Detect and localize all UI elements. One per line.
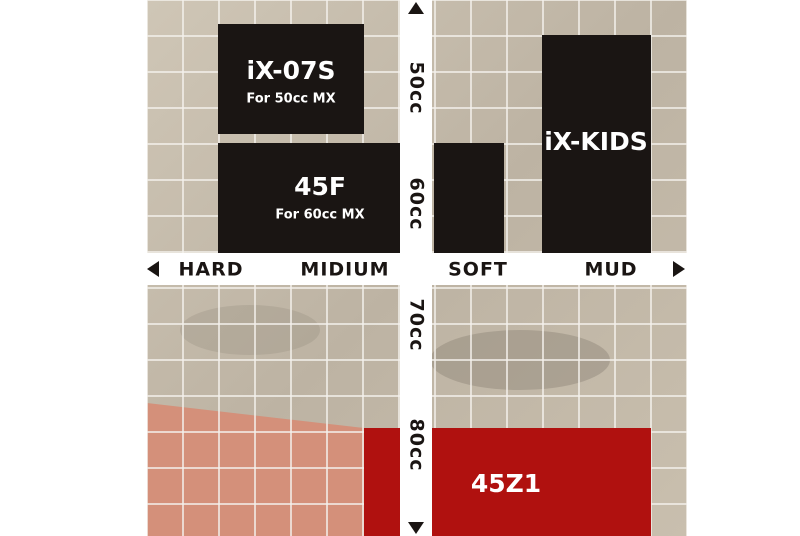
- hardness-label: HARD: [178, 259, 243, 281]
- hardness-label: MUD: [584, 259, 637, 281]
- product-note: For 50cc MX: [246, 92, 335, 107]
- size-label: 80cc: [406, 419, 428, 472]
- product-name: 45Z1: [471, 469, 541, 498]
- product-note: For 60cc MX: [275, 208, 364, 223]
- hardness-label: SOFT: [448, 259, 508, 281]
- arrow-up: [408, 2, 424, 14]
- arrow-right: [673, 261, 685, 277]
- size-label: 60cc: [406, 178, 428, 231]
- product-name: iX-KIDS: [544, 127, 648, 156]
- product-box: [434, 143, 504, 253]
- product-name: iX-07S: [247, 56, 336, 85]
- product-box: [218, 143, 400, 253]
- hardness-label: MIDIUM: [300, 259, 389, 281]
- product-box: [218, 24, 364, 134]
- arrow-left: [147, 261, 159, 277]
- vertical-band: [400, 0, 432, 536]
- size-label: 50cc: [406, 62, 428, 115]
- product-name: 45F: [294, 172, 346, 201]
- product-box: [542, 35, 651, 253]
- arrow-down: [408, 522, 424, 534]
- size-label: 70cc: [406, 299, 428, 352]
